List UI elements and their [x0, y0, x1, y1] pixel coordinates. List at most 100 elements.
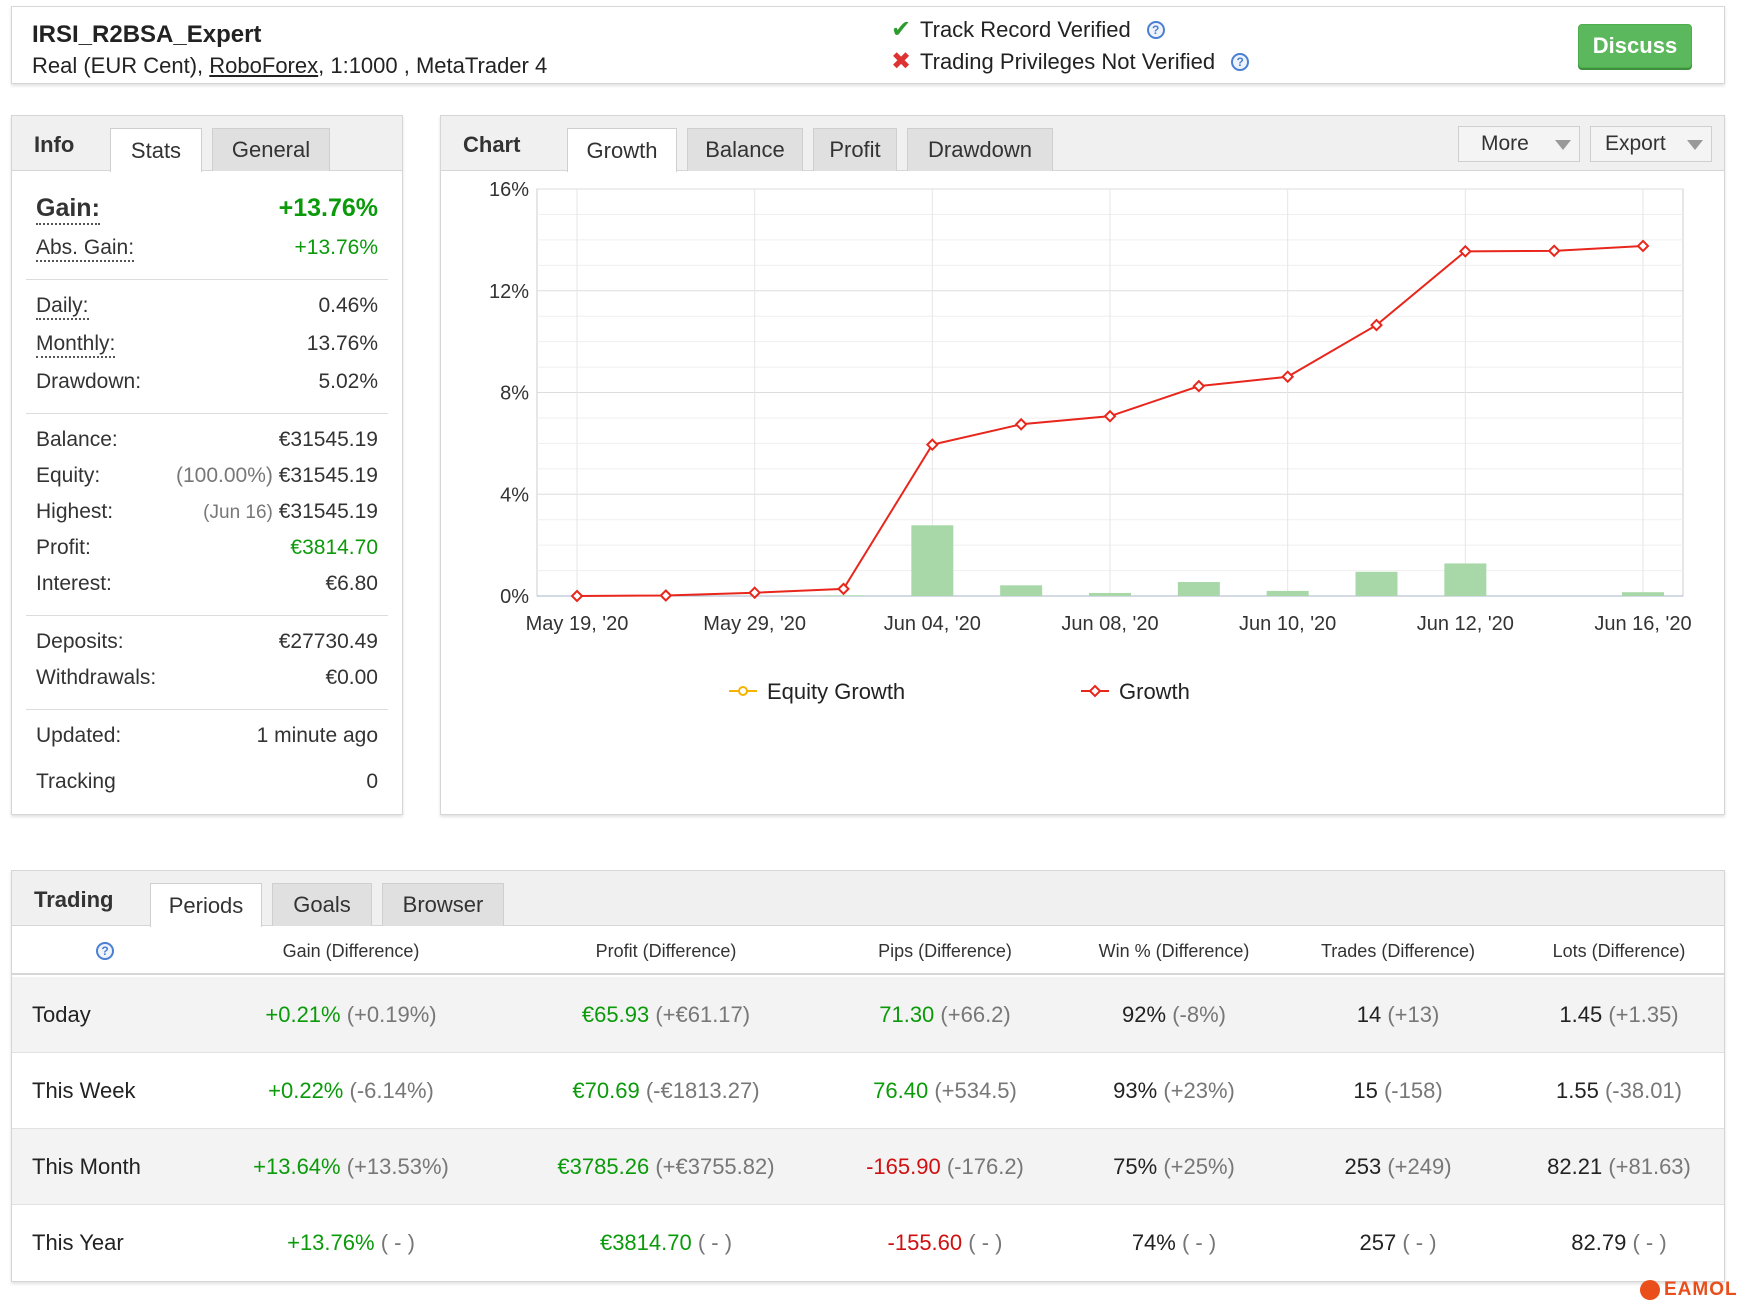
- chart-tabbar: Chart Growth Balance Profit Drawdown Mor…: [441, 116, 1724, 172]
- growth-point: [1458, 244, 1472, 258]
- growth-point: [1103, 409, 1117, 423]
- tab-balance[interactable]: Balance: [687, 128, 803, 171]
- chevron-down-icon: [1555, 140, 1571, 150]
- chart-title: Chart: [463, 132, 521, 157]
- watermark-logo: EAMOL: [1640, 1279, 1748, 1301]
- updated-value: 1 minute ago: [256, 724, 378, 747]
- account-name: IRSI_R2BSA_Expert: [32, 21, 262, 48]
- tab-growth[interactable]: Growth: [567, 128, 677, 172]
- lots-cell: 82.79 ( - ): [1571, 1230, 1667, 1255]
- discuss-button[interactable]: Discuss: [1578, 24, 1692, 68]
- updated-row: Updated: 1 minute ago: [36, 724, 378, 748]
- track-record-label: Track Record Verified: [920, 16, 1131, 42]
- daily-gain-bar: [1444, 563, 1487, 596]
- growth-point: [659, 589, 673, 602]
- lots-cell: 1.45 (+1.35): [1559, 1002, 1679, 1027]
- y-tick-label: 12%: [489, 281, 529, 303]
- gain-cell: +13.76% ( - ): [287, 1230, 415, 1255]
- x-tick-label: May 29, '20: [703, 613, 806, 635]
- legend-marker: [738, 686, 748, 696]
- abs-gain-value: +13.76%: [294, 236, 379, 259]
- export-dropdown[interactable]: Export: [1590, 126, 1712, 162]
- withdrawals-row: Withdrawals: €0.00: [36, 666, 378, 690]
- growth-point: [837, 582, 850, 596]
- growth-point: [748, 586, 762, 600]
- cross-icon: ✖: [890, 48, 912, 75]
- more-dropdown[interactable]: More: [1458, 126, 1580, 162]
- balance-value: €31545.19: [278, 428, 378, 451]
- interest-row: Interest: €6.80: [36, 572, 378, 596]
- lots-cell: 1.55 (-38.01): [1556, 1078, 1682, 1103]
- daily-gain-bar: [1177, 582, 1220, 596]
- withdrawals-value: €0.00: [325, 666, 378, 689]
- tab-browser[interactable]: Browser: [382, 883, 504, 926]
- table-row: This Year +13.76% ( - ) €3814.70 ( - ) -…: [12, 1205, 1724, 1281]
- growth-point: [1192, 379, 1206, 393]
- monthly-row: Monthly: 13.76%: [36, 332, 378, 358]
- gain-value: +13.76%: [278, 194, 378, 222]
- daily-gain-bar: [1355, 571, 1398, 596]
- table-row: This Month +13.64% (+13.53%) €3785.26 (+…: [12, 1129, 1724, 1205]
- balance-label: Balance:: [36, 428, 118, 451]
- daily-gain-bar: [1089, 592, 1131, 596]
- deposits-row: Deposits: €27730.49: [36, 630, 378, 654]
- growth-point: [1014, 417, 1028, 431]
- monthly-label[interactable]: Monthly:: [36, 332, 116, 358]
- profit-label: Profit:: [36, 536, 91, 559]
- account-type: Real (EUR Cent),: [32, 53, 204, 78]
- divider: [26, 413, 388, 414]
- trading-privileges-label: Trading Privileges Not Verified: [920, 48, 1216, 74]
- tab-profit[interactable]: Profit: [813, 128, 897, 171]
- daily-value: 0.46%: [318, 294, 378, 317]
- drawdown-label: Drawdown:: [36, 370, 142, 393]
- pips-cell: -165.90 (-176.2): [866, 1154, 1024, 1179]
- broker-link[interactable]: RoboForex: [209, 53, 319, 78]
- gain-cell: +0.21% (+0.19%): [265, 1002, 437, 1027]
- equity-row: Equity: (100.00%) €31545.19: [36, 464, 378, 488]
- y-tick-label: 16%: [489, 179, 529, 201]
- tab-drawdown[interactable]: Drawdown: [907, 128, 1053, 171]
- info-title: Info: [34, 132, 75, 157]
- profit-cell: €65.93 (+€61.17): [581, 1002, 751, 1027]
- help-icon[interactable]: ?: [96, 942, 114, 960]
- column-header-profit: Profit (Difference): [595, 941, 737, 961]
- daily-gain-bar: [911, 525, 954, 596]
- logo-icon: [1640, 1280, 1660, 1300]
- table-row: Today +0.21% (+0.19%) €65.93 (+€61.17) 7…: [12, 977, 1724, 1053]
- x-tick-label: May 19, '20: [526, 613, 629, 635]
- tab-general[interactable]: General: [212, 128, 330, 171]
- tab-stats[interactable]: Stats: [110, 128, 202, 172]
- tab-goals[interactable]: Goals: [272, 883, 372, 926]
- tab-periods[interactable]: Periods: [150, 883, 262, 927]
- chart-panel: Chart Growth Balance Profit Drawdown Mor…: [440, 115, 1725, 815]
- chevron-down-icon: [1687, 140, 1703, 150]
- win-cell: 93% (+23%): [1113, 1078, 1235, 1103]
- profit-value: €3814.70: [290, 536, 378, 559]
- growth-point: [1636, 239, 1650, 253]
- trading-panel: Trading Periods Goals Browser ? Gain (Di…: [11, 870, 1725, 1282]
- more-label: More: [1481, 132, 1529, 155]
- y-tick-label: 4%: [500, 484, 529, 506]
- growth-chart: 0% 4% 8% 12% 16% May 19, '20 May 29, '20 Jun 04…: [489, 179, 1692, 704]
- help-icon[interactable]: ?: [1146, 20, 1165, 39]
- watermark-text: EAMOL: [1664, 1279, 1738, 1300]
- gain-row: Gain: +13.76%: [36, 194, 378, 225]
- tracking-row: Tracking 0: [36, 770, 378, 794]
- deposits-label: Deposits:: [36, 630, 124, 653]
- abs-gain-label[interactable]: Abs. Gain:: [36, 236, 135, 262]
- x-tick-label: Jun 04, '20: [884, 613, 981, 635]
- help-icon[interactable]: ?: [1231, 52, 1250, 71]
- y-tick-label: 8%: [500, 383, 529, 405]
- gain-label[interactable]: Gain:: [36, 194, 100, 225]
- gain-cell: +0.22% (-6.14%): [268, 1078, 434, 1103]
- legend-marker: [1088, 684, 1102, 698]
- column-header-trades: Trades (Difference): [1320, 941, 1476, 961]
- account-leverage-platform: , 1:1000 , MetaTrader 4: [318, 53, 548, 78]
- highest-row: Highest: (Jun 16) €31545.19: [36, 500, 378, 524]
- table-header: ? Gain (Difference) Profit (Difference) …: [12, 926, 1724, 975]
- highest-value: €31545.19: [278, 500, 378, 523]
- x-tick-label: Jun 16, '20: [1594, 613, 1691, 635]
- account-header: IRSI_R2BSA_Expert Real (EUR Cent), RoboF…: [11, 6, 1725, 84]
- daily-label[interactable]: Daily:: [36, 294, 89, 320]
- trades-cell: 15 (-158): [1353, 1078, 1443, 1103]
